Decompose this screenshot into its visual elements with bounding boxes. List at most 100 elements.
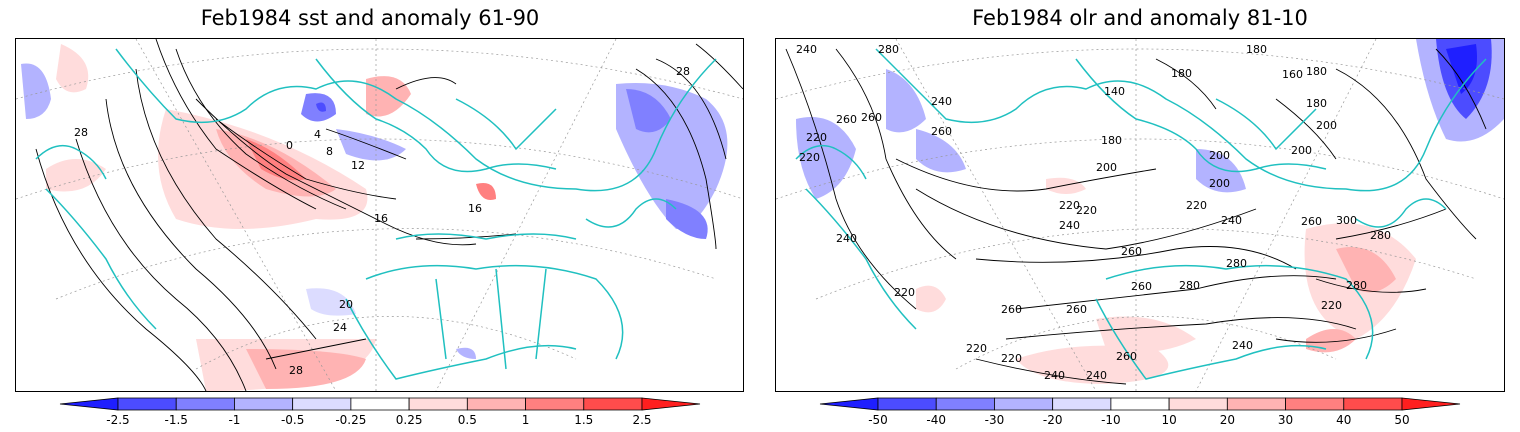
contour-label: 280 [1370, 229, 1391, 242]
colorbar-tick-label: 50 [1394, 413, 1409, 427]
contour-label: 240 [1232, 339, 1253, 352]
colorbar-tick-label: 0.5 [458, 413, 477, 427]
contour-label: 260 [1121, 245, 1142, 258]
contour-label: 16 [374, 212, 388, 225]
colorbar-bin [466, 397, 526, 411]
colorbar-tick-label: -40 [926, 413, 946, 427]
contour-label: 200 [1291, 144, 1312, 157]
colorbar-bin [877, 397, 937, 411]
contour-label: 180 [1306, 65, 1327, 78]
contour-label: 12 [351, 159, 365, 172]
colorbar-bin [1168, 397, 1228, 411]
contour-label: 300 [1336, 214, 1357, 227]
contour-label: 260 [1301, 215, 1322, 228]
olr-colorbar-svg: -50 -40 -30 -20 -10 10 20 30 40 50 [819, 397, 1461, 427]
colorbar-bin [1343, 397, 1403, 411]
contour-label: 220 [1059, 199, 1080, 212]
colorbar-tick-label: -1.5 [165, 413, 188, 427]
colorbar-tick-label: -0.25 [335, 413, 366, 427]
olr-map-svg: 180 140 180 160 180 180 200 200 180 200 … [776, 39, 1504, 391]
colorbar-tick-label: 20 [1220, 413, 1235, 427]
contour-label: 180 [1171, 67, 1192, 80]
panel-title-olr: Feb1984 olr and anomaly 81-10 [972, 6, 1308, 30]
contour-label: 200 [1209, 149, 1230, 162]
contour-label: 28 [676, 65, 690, 78]
contour-label: 240 [1059, 219, 1080, 232]
contour-label: 280 [1179, 279, 1200, 292]
sst-colorbar-svg: -2.5 -1.5 -1 -0.5 -0.25 0.25 0.5 1 1.5 2.5 [59, 397, 701, 427]
colorbar-bin [117, 397, 177, 411]
colorbar-tick-label: -10 [1101, 413, 1121, 427]
contour-label: 280 [878, 43, 899, 56]
contour-label: 220 [1001, 352, 1022, 365]
contour-label: 24 [333, 321, 347, 334]
contour-label: 220 [1321, 299, 1342, 312]
colorbar-bin [59, 397, 119, 411]
contour-label: 220 [1076, 204, 1097, 217]
colorbar-bin [350, 397, 410, 411]
colorbar-bin [935, 397, 995, 411]
olr-map: 180 140 180 160 180 180 200 200 180 200 … [775, 38, 1505, 392]
sst-map-svg: 0 4 8 12 16 20 24 28 28 16 28 [16, 39, 743, 391]
colorbar-tick-label: 1 [522, 413, 530, 427]
colorbar-tick-label: 0.25 [396, 413, 423, 427]
colorbar-tick-label: 2.5 [632, 413, 651, 427]
contour-label: 240 [1221, 214, 1242, 227]
contour-label: 180 [1306, 97, 1327, 110]
colorbar-bin [292, 397, 352, 411]
colorbar-tick-label: 1.5 [574, 413, 593, 427]
colorbar-bin [175, 397, 235, 411]
contour-label: 260 [1116, 350, 1137, 363]
colorbar-tick-label: 10 [1161, 413, 1176, 427]
colorbar-bin [1401, 397, 1461, 411]
contour-label: 260 [1001, 303, 1022, 316]
contour-label: 240 [931, 95, 952, 108]
contour-label: 260 [1066, 303, 1087, 316]
colorbar-bin [583, 397, 643, 411]
contour-label: 240 [1044, 369, 1065, 382]
contour-label: 260 [861, 111, 882, 124]
colorbar-tick-label: 30 [1278, 413, 1293, 427]
contour-label: 16 [468, 202, 482, 215]
contour-label: 140 [1104, 85, 1125, 98]
contour-label: 240 [796, 43, 817, 56]
contour-label: 240 [1086, 369, 1107, 382]
contour-label: 220 [966, 342, 987, 355]
colorbar-tick-label: -50 [868, 413, 888, 427]
contour-label: 180 [1101, 134, 1122, 147]
colorbar-bin [1110, 397, 1170, 411]
olr-contour-labels: 180 140 180 160 180 180 200 200 180 200 … [796, 43, 1391, 382]
contour-label: 20 [339, 298, 353, 311]
contour-label: 0 [286, 139, 293, 152]
colorbar-bin [525, 397, 585, 411]
colorbar-bin [1285, 397, 1345, 411]
contour-label: 260 [836, 113, 857, 126]
contour-label: 28 [74, 126, 88, 139]
contour-label: 220 [894, 286, 915, 299]
contour-label: 160 [1282, 68, 1303, 81]
contour-label: 280 [1346, 279, 1367, 292]
colorbar-tick-label: -2.5 [106, 413, 129, 427]
contour-label: 260 [931, 125, 952, 138]
colorbar-bin [408, 397, 468, 411]
colorbar-tick-label: 40 [1336, 413, 1351, 427]
contour-label: 28 [289, 364, 303, 377]
sst-contour-labels: 0 4 8 12 16 20 24 28 28 16 28 [74, 65, 690, 377]
contour-label: 200 [1316, 119, 1337, 132]
colorbar-tick-label: -20 [1043, 413, 1063, 427]
contour-label: 200 [1096, 161, 1117, 174]
colorbar-bin [641, 397, 701, 411]
sst-colorbar: -2.5 -1.5 -1 -0.5 -0.25 0.25 0.5 1 1.5 2.5 [59, 397, 701, 427]
contour-label: 220 [806, 131, 827, 144]
contour-label: 220 [799, 151, 820, 164]
sst-map: 0 4 8 12 16 20 24 28 28 16 28 [15, 38, 744, 392]
colorbar-bin [819, 397, 879, 411]
colorbar-bin [1226, 397, 1286, 411]
colorbar-tick-label: -1 [228, 413, 240, 427]
contour-label: 200 [1209, 177, 1230, 190]
contour-label: 8 [326, 145, 333, 158]
panel-title-sst: Feb1984 sst and anomaly 61-90 [200, 6, 540, 30]
contour-label: 280 [1226, 257, 1247, 270]
contour-label: 4 [314, 128, 321, 141]
colorbar-bin [1052, 397, 1112, 411]
